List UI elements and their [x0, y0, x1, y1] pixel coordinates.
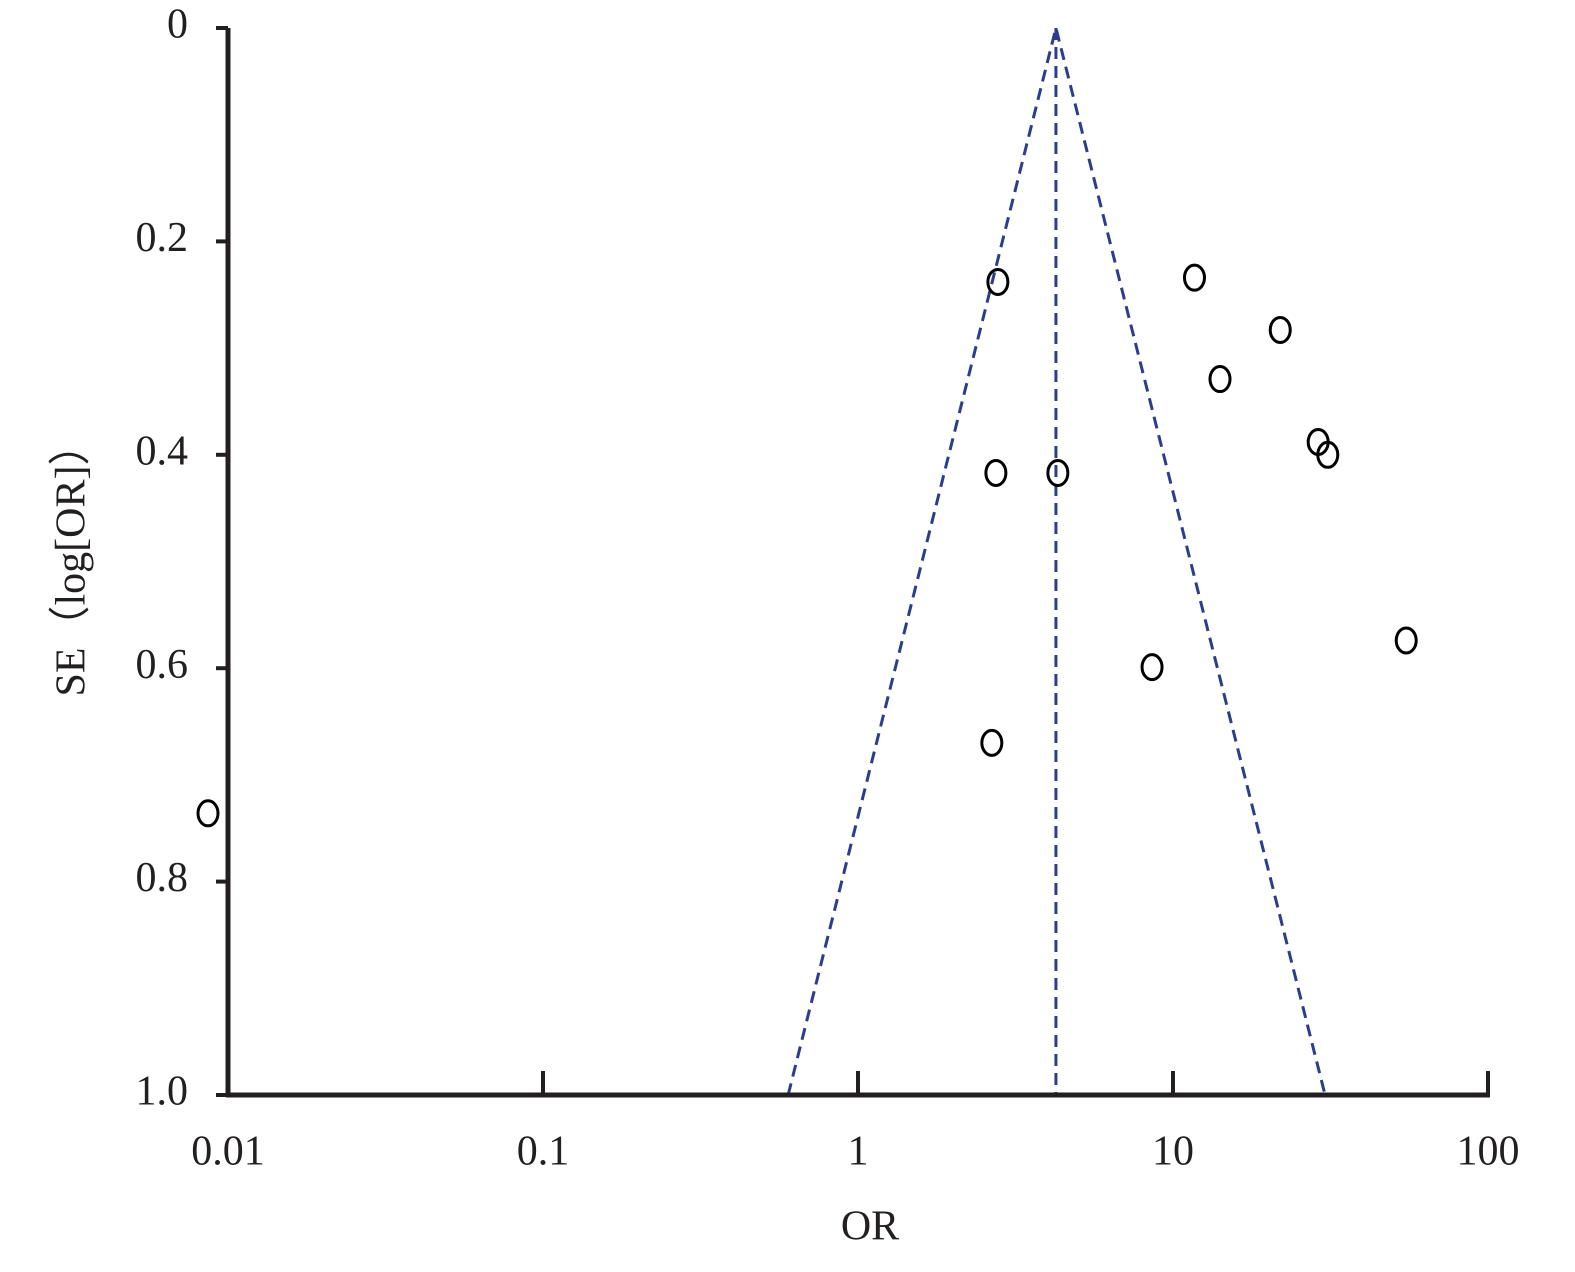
x-tick-label: 10 [1152, 1129, 1194, 1175]
y-axis-title: SE（log[OR]） [49, 423, 95, 696]
funnel-line [786, 27, 1327, 1096]
data-point [1182, 263, 1206, 292]
data-point [980, 728, 1004, 757]
y-tick-label: 0 [167, 2, 188, 48]
y-tick-label: 1.0 [136, 1069, 189, 1115]
y-tick-label: 0.6 [136, 642, 189, 688]
data-point [196, 799, 220, 828]
data-point [1140, 653, 1164, 682]
data-point [986, 267, 1010, 296]
y-tick-label: 0.8 [136, 855, 189, 901]
data-point [1268, 315, 1292, 344]
x-tick-label: 100 [1457, 1129, 1520, 1175]
data-point [1046, 458, 1070, 487]
y-tick-label: 0.4 [136, 428, 189, 474]
x-axis-title: OR [841, 1204, 899, 1250]
y-tick-label: 0.2 [136, 215, 189, 261]
x-tick-label: 0.01 [191, 1129, 265, 1175]
x-tick-label: 0.1 [517, 1129, 570, 1175]
data-point [1394, 626, 1418, 655]
x-tick-label: 1 [848, 1129, 869, 1175]
data-point [984, 458, 1008, 487]
data-point [1316, 440, 1340, 469]
data-point [1208, 365, 1232, 394]
